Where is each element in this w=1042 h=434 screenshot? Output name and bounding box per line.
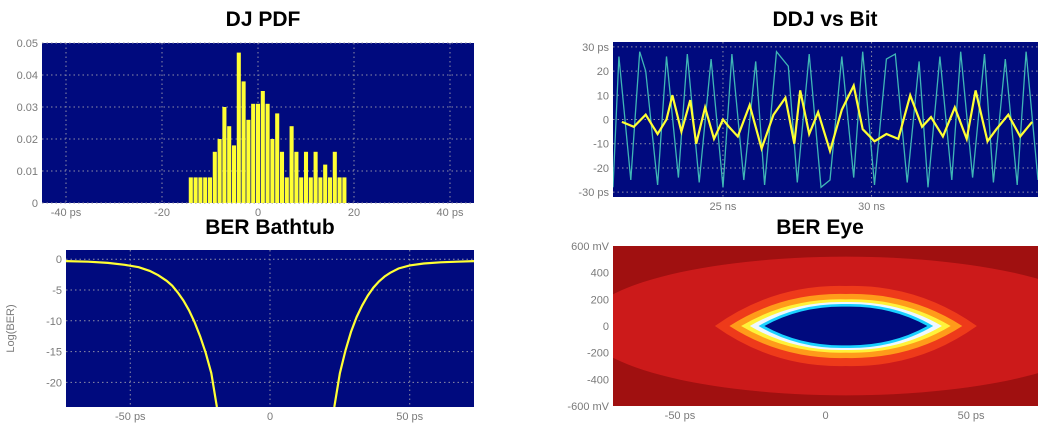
ddj-y-tick-label: 10 bbox=[597, 90, 609, 102]
ddj-x-tick-label: 30 ns bbox=[858, 201, 885, 213]
dj-pdf-bar bbox=[318, 177, 323, 203]
dj-pdf-bar bbox=[241, 81, 246, 203]
dj-pdf-bar bbox=[217, 139, 222, 203]
dj-pdf-bar bbox=[294, 151, 299, 203]
dj-pdf-y-tick-label: 0.01 bbox=[17, 166, 38, 178]
ddj-vs-bit-title: DDJ vs Bit bbox=[772, 8, 878, 31]
dj-pdf-bar bbox=[303, 151, 309, 203]
bathtub-y-tick-label: -5 bbox=[52, 285, 62, 297]
dj-pdf-bar bbox=[327, 177, 333, 203]
bathtub-y-axis-label: Log(BER) bbox=[5, 304, 17, 352]
dj-pdf-bar bbox=[275, 113, 280, 203]
bathtub-y-tick-label: -20 bbox=[46, 377, 62, 389]
dj-pdf-bar bbox=[342, 177, 347, 203]
dj-pdf-x-tick-label: -20 bbox=[154, 207, 170, 219]
bathtub-curve-left bbox=[66, 260, 218, 407]
bathtub-y-tick-label: -10 bbox=[46, 316, 62, 328]
ber-eye-y-tick-label: -400 bbox=[587, 374, 609, 386]
bathtub-x-tick-label: -50 ps bbox=[115, 411, 146, 423]
dj-pdf-bar bbox=[337, 177, 342, 203]
dj-pdf-y-tick-label: 0.05 bbox=[17, 38, 38, 50]
dj-pdf-y-tick-label: 0.03 bbox=[17, 102, 38, 114]
dj-pdf-bar bbox=[270, 139, 275, 203]
dj-pdf-bar bbox=[188, 177, 193, 203]
ber-eye-y-tick-label: 0 bbox=[603, 321, 609, 333]
dj-pdf-bar bbox=[227, 126, 232, 203]
dj-pdf-x-tick-label: -40 ps bbox=[51, 207, 82, 219]
ber-eye-x-tick-label: 50 ps bbox=[958, 410, 985, 422]
ber-eye-y-tick-label: -600 mV bbox=[567, 401, 609, 413]
dj-pdf-bar bbox=[222, 107, 227, 203]
dj-pdf-bar bbox=[255, 103, 261, 203]
dj-pdf-x-tick-label: 0 bbox=[255, 207, 261, 219]
ddj-y-tick-label: -10 bbox=[593, 139, 609, 151]
ber-eye-y-tick-label: -200 bbox=[587, 348, 609, 360]
dj-pdf-bar bbox=[193, 177, 198, 203]
dj-pdf-bar bbox=[284, 177, 289, 203]
ber-eye-y-tick-label: 600 mV bbox=[571, 241, 610, 253]
bathtub-y-tick-label: 0 bbox=[56, 254, 62, 266]
dj-pdf-x-tick-label: 20 bbox=[348, 207, 360, 219]
dj-pdf-y-tick-label: 0 bbox=[32, 198, 38, 210]
bathtub-curve-right bbox=[333, 260, 474, 407]
dj-pdf-bar bbox=[313, 151, 318, 203]
ber-eye-y-tick-label: 400 bbox=[591, 268, 609, 280]
dj-pdf-bar bbox=[203, 177, 208, 203]
dj-pdf-bar bbox=[207, 177, 213, 203]
bathtub-x-tick-label: 0 bbox=[267, 411, 273, 423]
ddj-y-tick-label: -20 bbox=[593, 163, 609, 175]
dj-pdf-bar bbox=[198, 177, 203, 203]
dj-pdf-bar bbox=[212, 151, 217, 203]
bathtub-y-tick-label: -15 bbox=[46, 347, 62, 359]
ddj-y-tick-label: 20 bbox=[597, 66, 609, 78]
dj-pdf-bar bbox=[231, 145, 237, 203]
ddj-series-ddj bbox=[621, 82, 1033, 155]
dj-pdf-x-tick-label: 40 ps bbox=[437, 207, 464, 219]
dj-pdf-bar bbox=[323, 164, 328, 203]
dj-pdf-bar bbox=[260, 91, 265, 203]
dj-pdf-bar bbox=[265, 103, 270, 203]
ber-eye-x-tick-label: 0 bbox=[822, 410, 828, 422]
dj-pdf-bar bbox=[308, 177, 313, 203]
ber-eye-x-tick-label: -50 ps bbox=[665, 410, 696, 422]
dj-pdf-bar bbox=[332, 151, 337, 203]
ber-eye-y-tick-label: 200 bbox=[591, 294, 609, 306]
dj-pdf-bar bbox=[299, 177, 304, 203]
dj-pdf-y-tick-label: 0.02 bbox=[17, 134, 38, 146]
bathtub-x-tick-label: 50 ps bbox=[396, 411, 423, 423]
dj-pdf-bar bbox=[246, 119, 251, 203]
ddj-series-waveform bbox=[613, 50, 1038, 189]
dj-pdf-bar bbox=[251, 103, 256, 203]
dj-pdf-bar bbox=[236, 52, 241, 203]
ddj-y-tick-label: 0 bbox=[603, 115, 609, 127]
ber-eye-title: BER Eye bbox=[776, 216, 864, 239]
ddj-y-tick-label: -30 ps bbox=[578, 187, 609, 199]
dj-pdf-y-tick-label: 0.04 bbox=[17, 70, 38, 82]
ddj-y-tick-label: 30 ps bbox=[582, 42, 609, 54]
ber-eye-contour bbox=[764, 306, 928, 346]
dj-pdf-bar bbox=[289, 126, 294, 203]
dj-pdf-bar bbox=[279, 151, 285, 203]
ddj-x-tick-label: 25 ns bbox=[710, 201, 737, 213]
dj-pdf-title: DJ PDF bbox=[225, 8, 301, 31]
ber-bathtub-title: BER Bathtub bbox=[205, 216, 335, 239]
